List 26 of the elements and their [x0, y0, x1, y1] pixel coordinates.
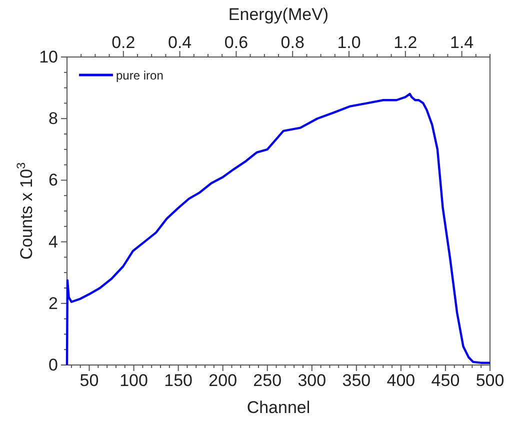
x-tick-label: 200: [208, 371, 238, 390]
x-tick-label: 50: [80, 371, 99, 390]
x2-tick-label: 1.2: [394, 33, 418, 52]
x-tick-label: 150: [164, 371, 193, 390]
y-tick-label: 0: [48, 355, 58, 374]
x-tick-label: 400: [386, 371, 416, 390]
x-tick-label: 300: [298, 371, 326, 390]
x2-tick-label: 0.6: [224, 33, 248, 52]
y-tick-label: 6: [48, 170, 58, 190]
x-tick-label: 100: [120, 371, 148, 390]
legend-label: pure iron: [116, 68, 164, 82]
x2-tick-label: 0.8: [280, 33, 304, 52]
y-tick-label: 8: [48, 109, 58, 128]
x-tick-label: 500: [476, 371, 504, 390]
y-tick-label: 4: [48, 232, 58, 252]
x-tick-label: 350: [342, 371, 371, 390]
x2-tick-label: 0.2: [112, 33, 136, 52]
x-tick-label: 250: [253, 371, 282, 390]
y-tick-label: 2: [48, 294, 58, 313]
x2-tick-label: 1.4: [450, 33, 474, 52]
x2-axis-title: Energy(MeV): [228, 5, 329, 24]
x2-tick-label: 0.4: [168, 33, 192, 52]
x-tick-label: 450: [431, 371, 460, 390]
x2-tick-label: 1.0: [337, 33, 361, 52]
y-tick-label: 10: [39, 47, 58, 66]
x-axis-title: Channel: [246, 398, 310, 417]
